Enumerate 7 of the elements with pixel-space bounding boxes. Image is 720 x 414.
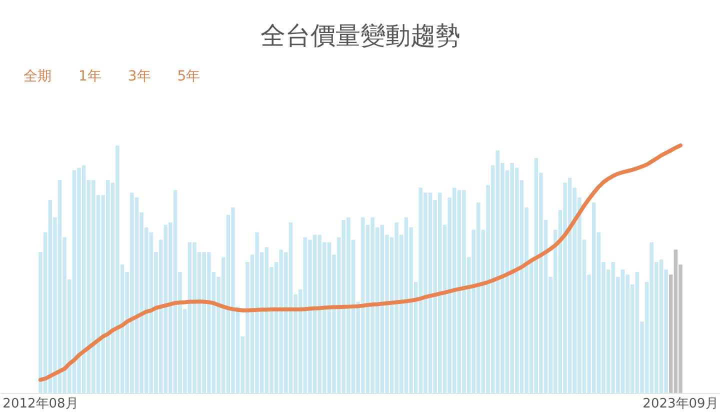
text: 5年 — [177, 68, 200, 84]
text: 全期 — [24, 68, 52, 84]
text: 3年 — [128, 68, 151, 84]
text: 1年 — [78, 68, 102, 84]
x-tick-label: 2012年08月 — [2, 396, 78, 412]
x-tick-label: 2023年09月 — [642, 396, 718, 412]
chart-title: 全台價量變動趨勢 — [260, 21, 460, 50]
